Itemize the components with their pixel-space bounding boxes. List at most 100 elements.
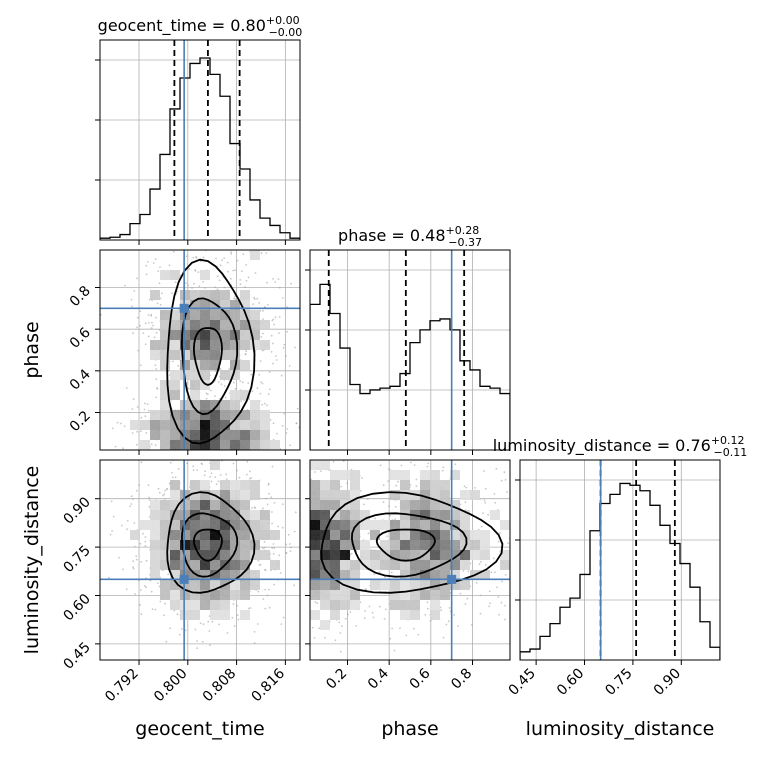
sample-point (130, 503, 133, 505)
sample-point (192, 256, 195, 259)
sample-point (206, 393, 209, 395)
density-cell (200, 530, 210, 540)
sample-point (242, 253, 245, 256)
density-cell (250, 580, 260, 590)
sample-point (152, 324, 154, 327)
sample-point (413, 464, 416, 466)
sample-point (233, 381, 235, 384)
density-cell (150, 350, 160, 360)
sample-point (208, 630, 211, 632)
density-cell (190, 500, 200, 510)
sample-point (145, 264, 148, 267)
sample-point (441, 469, 444, 472)
density-cell (220, 370, 230, 380)
sample-point (266, 281, 268, 284)
density-cell (190, 290, 200, 300)
density-cell (160, 530, 170, 540)
sample-point (397, 435, 399, 437)
sample-point (347, 613, 349, 616)
sample-point (215, 483, 218, 486)
sample-point (191, 287, 193, 289)
density-cell (210, 500, 220, 510)
density-cell (180, 560, 190, 570)
density-cell (260, 530, 270, 540)
sample-point (270, 351, 273, 353)
sample-point (205, 397, 208, 400)
density-cell (230, 300, 240, 310)
sample-point (449, 454, 451, 456)
sample-point (448, 607, 451, 609)
density-cell (180, 530, 190, 540)
density-cell (180, 610, 190, 620)
sample-point (459, 592, 462, 595)
sample-point (218, 623, 221, 626)
sample-point (226, 261, 229, 264)
sample-point (272, 278, 274, 280)
sample-point (163, 614, 166, 617)
sample-point (125, 387, 128, 389)
density-cell (210, 340, 220, 350)
sample-point (231, 616, 234, 619)
density-cell (190, 580, 200, 590)
sample-point (174, 281, 177, 284)
sample-point (203, 287, 206, 289)
sample-point (221, 259, 224, 262)
density-cell (160, 390, 170, 400)
density-cell (230, 350, 240, 360)
y-tick-label: 0.45 (60, 639, 93, 672)
sample-point (285, 552, 288, 554)
sample-point (240, 400, 243, 403)
sample-point (409, 461, 412, 464)
sample-point (132, 398, 135, 400)
x-tick-label: 0.816 (249, 665, 289, 705)
sample-point (151, 608, 154, 611)
sample-point (228, 368, 231, 370)
density-cell (210, 430, 220, 440)
density-cell (210, 290, 220, 300)
sample-point (266, 404, 268, 407)
density-cell (220, 340, 230, 350)
sample-point (166, 488, 169, 490)
sample-point (146, 261, 149, 263)
sample-point (224, 396, 227, 399)
density-cell (200, 310, 210, 320)
sample-point (277, 525, 280, 528)
density-cell (190, 420, 200, 430)
sample-point (198, 285, 201, 288)
density-cell (190, 560, 200, 570)
density-cell (250, 440, 260, 450)
sample-point (210, 480, 213, 483)
sample-point (285, 543, 288, 546)
sample-point (159, 600, 162, 603)
density-cell (210, 360, 220, 370)
density-cell (200, 480, 210, 490)
sample-point (388, 505, 390, 508)
sample-point (368, 605, 371, 608)
density-cell (240, 560, 250, 570)
sample-point (453, 426, 455, 428)
density-cell (160, 420, 170, 430)
sample-point (328, 456, 330, 458)
sample-point (219, 457, 221, 459)
density-cell (250, 320, 260, 330)
sample-point (253, 630, 256, 633)
sample-point (202, 623, 205, 626)
density-cell (240, 570, 250, 580)
sample-point (202, 256, 205, 259)
density-cell (200, 570, 210, 580)
sample-point (489, 602, 491, 605)
density-cell (220, 330, 230, 340)
sample-point (271, 511, 273, 513)
sample-point (256, 623, 259, 625)
density-cell (250, 340, 260, 350)
sample-point (253, 642, 256, 644)
density-cell (200, 320, 210, 330)
density-cell (170, 510, 180, 520)
sample-point (187, 284, 190, 286)
sample-point (211, 620, 214, 623)
sample-point (122, 447, 124, 450)
y-tick-label: 0.90 (60, 494, 93, 527)
sample-point (227, 270, 229, 273)
sample-point (132, 498, 134, 500)
density-cell (220, 520, 230, 530)
